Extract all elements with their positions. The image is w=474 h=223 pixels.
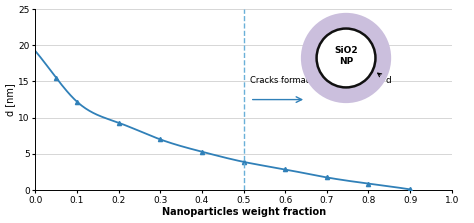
- Text: SiO2
NP: SiO2 NP: [334, 46, 358, 66]
- Text: d: d: [378, 73, 391, 85]
- Text: Cracks formation: Cracks formation: [250, 76, 322, 85]
- X-axis label: Nanoparticles weight fraction: Nanoparticles weight fraction: [162, 207, 326, 217]
- Circle shape: [317, 29, 375, 87]
- Circle shape: [301, 13, 391, 103]
- Y-axis label: d [nm]: d [nm]: [6, 83, 16, 116]
